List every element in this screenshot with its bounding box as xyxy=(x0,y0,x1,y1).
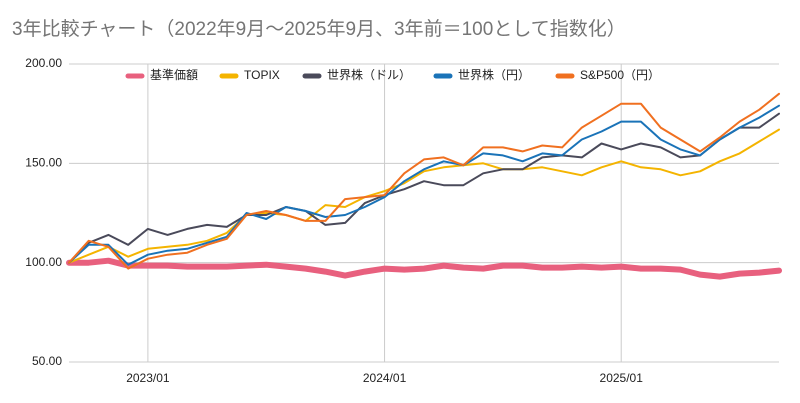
x-tick-label: 2023/01 xyxy=(126,371,170,385)
x-tick-label: 2025/01 xyxy=(600,371,644,385)
legend-label: 世界株（円） xyxy=(458,67,530,82)
legend-label: S&P500（円） xyxy=(580,68,660,82)
y-tick-label: 50.00 xyxy=(32,354,62,368)
x-tick-label: 2024/01 xyxy=(363,371,407,385)
y-tick-label: 150.00 xyxy=(25,156,62,170)
legend-label: TOPIX xyxy=(244,68,280,82)
line-series xyxy=(68,112,780,264)
legend-label: 世界株（ドル） xyxy=(327,67,411,82)
line-series xyxy=(68,104,780,266)
line-series xyxy=(68,92,780,270)
legend-label: 基準価額 xyxy=(150,67,198,82)
y-tick-label: 200.00 xyxy=(25,56,62,70)
chart-title: 3年比較チャート（2022年9月〜2025年9月、3年前＝100として指数化） xyxy=(12,18,626,40)
y-tick-label: 100.00 xyxy=(25,255,62,269)
line-series xyxy=(66,257,782,280)
line-series xyxy=(68,128,780,264)
